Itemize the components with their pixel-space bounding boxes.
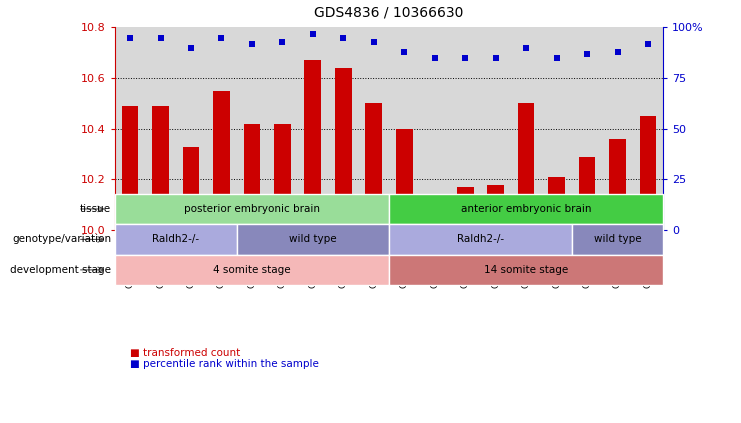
Text: wild type: wild type: [594, 234, 641, 244]
Text: Raldh2-/-: Raldh2-/-: [457, 234, 504, 244]
Bar: [365, 104, 382, 230]
Bar: [244, 124, 260, 230]
Bar: [456, 187, 473, 230]
Text: ■ percentile rank within the sample: ■ percentile rank within the sample: [130, 359, 319, 369]
Text: posterior embryonic brain: posterior embryonic brain: [184, 204, 320, 214]
Text: genotype/variation: genotype/variation: [12, 234, 111, 244]
Text: development stage: development stage: [10, 265, 111, 275]
Bar: [426, 202, 443, 230]
Bar: [305, 60, 322, 230]
Bar: [548, 177, 565, 230]
Text: ■ transformed count: ■ transformed count: [130, 348, 240, 358]
Bar: [639, 116, 657, 230]
Bar: [488, 184, 504, 230]
Bar: [274, 124, 290, 230]
Bar: [182, 146, 199, 230]
Text: anterior embryonic brain: anterior embryonic brain: [461, 204, 591, 214]
Text: GDS4836 / 10366630: GDS4836 / 10366630: [314, 5, 464, 19]
Text: wild type: wild type: [289, 234, 336, 244]
Text: 14 somite stage: 14 somite stage: [484, 265, 568, 275]
Text: 4 somite stage: 4 somite stage: [213, 265, 290, 275]
Text: tissue: tissue: [80, 204, 111, 214]
Bar: [396, 129, 413, 230]
Bar: [213, 91, 230, 230]
Bar: [122, 106, 139, 230]
Bar: [518, 104, 534, 230]
Bar: [152, 106, 169, 230]
Bar: [579, 157, 596, 230]
Bar: [609, 139, 626, 230]
Text: Raldh2-/-: Raldh2-/-: [152, 234, 199, 244]
Bar: [335, 68, 352, 230]
